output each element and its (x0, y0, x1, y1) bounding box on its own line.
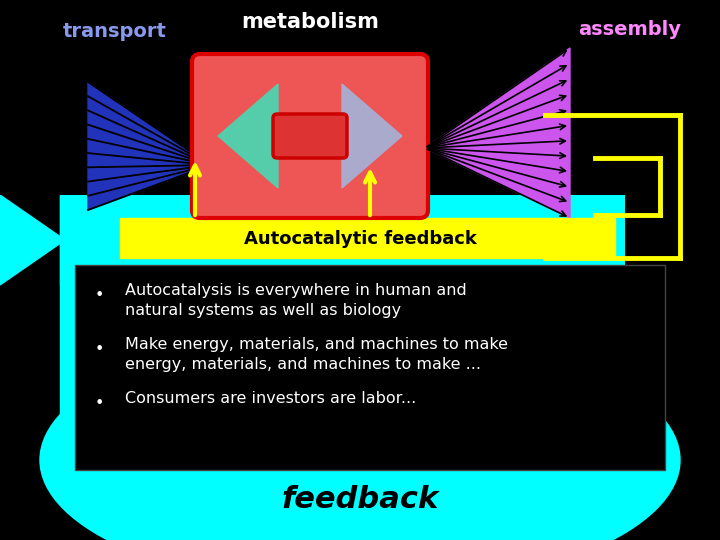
FancyBboxPatch shape (192, 54, 428, 218)
Text: energy, materials, and machines to make ...: energy, materials, and machines to make … (125, 357, 481, 372)
Text: •: • (95, 396, 104, 411)
Text: Autocatalytic feedback: Autocatalytic feedback (243, 230, 477, 248)
Bar (75, 265, 665, 470)
Text: feedback: feedback (282, 485, 438, 515)
Bar (625, 195, 720, 285)
Bar (595, 195, 625, 285)
Bar (60, 195, 80, 460)
Text: Make energy, materials, and machines to make: Make energy, materials, and machines to … (125, 337, 508, 352)
Text: transport: transport (63, 22, 167, 41)
Text: •: • (95, 342, 104, 357)
Bar (0, 0, 720, 195)
Polygon shape (88, 82, 210, 210)
Polygon shape (342, 84, 402, 188)
Text: natural systems as well as biology: natural systems as well as biology (125, 303, 401, 318)
Text: assembly: assembly (578, 20, 682, 39)
Polygon shape (425, 48, 570, 218)
Text: metabolism: metabolism (241, 12, 379, 32)
Polygon shape (0, 195, 65, 285)
Polygon shape (218, 84, 278, 188)
Ellipse shape (40, 330, 680, 540)
Text: Consumers are investors are labor...: Consumers are investors are labor... (125, 391, 416, 406)
FancyBboxPatch shape (273, 114, 347, 158)
Bar (60, 195, 625, 285)
Bar (120, 218, 615, 258)
Text: •: • (95, 288, 104, 303)
Text: Autocatalysis is everywhere in human and: Autocatalysis is everywhere in human and (125, 283, 467, 298)
